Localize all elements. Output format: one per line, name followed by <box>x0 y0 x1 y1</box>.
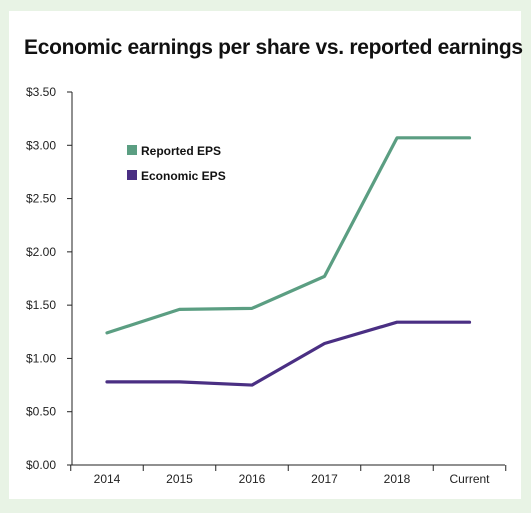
y-tick-label: $0.50 <box>26 405 56 419</box>
legend-label: Economic EPS <box>141 169 226 183</box>
series-line-economic-eps <box>105 320 472 387</box>
y-tick-label: $1.00 <box>26 351 56 365</box>
y-tick-label: $0.00 <box>26 458 56 472</box>
chart-title: Economic earnings per share vs. reported… <box>24 36 523 59</box>
legend-swatch <box>127 145 137 155</box>
series-line-reported-eps <box>105 136 472 335</box>
x-tick-label: 2015 <box>166 472 193 486</box>
x-tick-label: 2016 <box>239 472 266 486</box>
x-tick-label: 2017 <box>311 472 338 486</box>
y-tick-label: $1.50 <box>26 298 56 312</box>
y-tick-label: $3.00 <box>26 138 56 152</box>
y-tick-label: $2.50 <box>26 192 56 206</box>
y-tick-label: $3.50 <box>26 85 56 99</box>
y-tick-label: $2.00 <box>26 245 56 259</box>
legend-swatch <box>127 170 137 180</box>
chart-card <box>9 11 521 499</box>
x-tick-label: Current <box>449 472 490 486</box>
x-tick-label: 2018 <box>384 472 411 486</box>
x-tick-label: 2014 <box>94 472 121 486</box>
legend-label: Reported EPS <box>141 144 221 158</box>
